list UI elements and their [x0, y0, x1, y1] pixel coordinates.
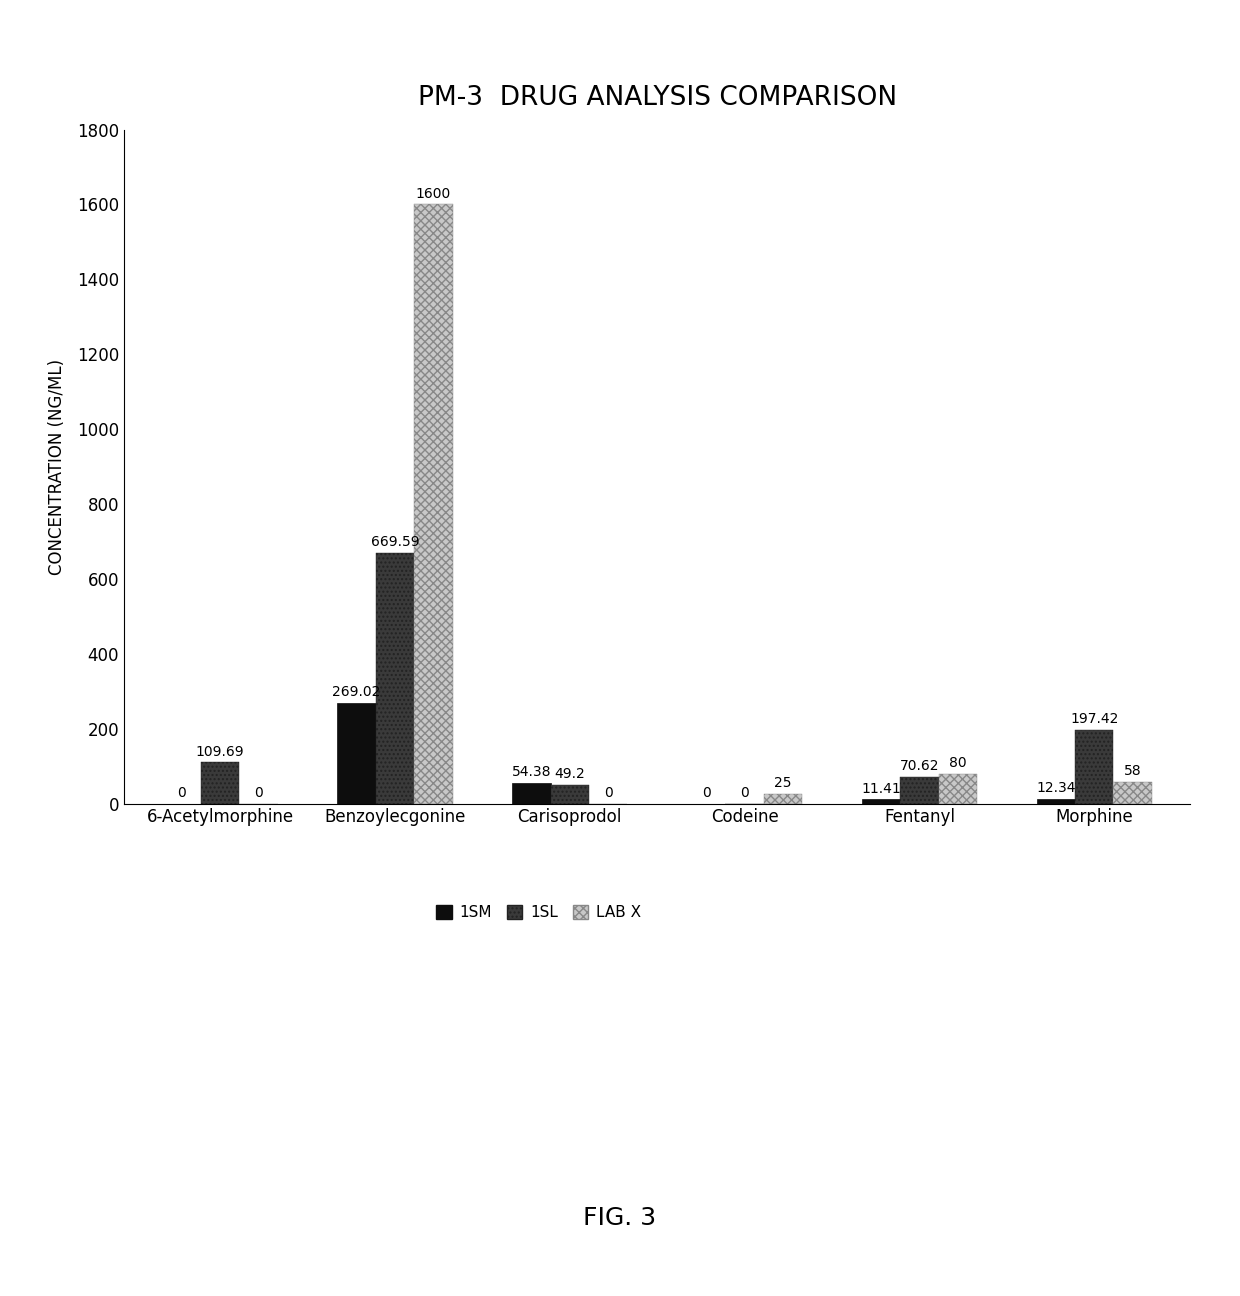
Text: 109.69: 109.69	[196, 745, 244, 758]
Text: 0: 0	[254, 785, 263, 800]
Bar	[939, 774, 977, 804]
Text: 11.41: 11.41	[861, 781, 900, 796]
Text: 669.59: 669.59	[371, 535, 419, 550]
Text: 25: 25	[774, 776, 792, 791]
Text: 58: 58	[1123, 765, 1142, 778]
Title: PM-3  DRUG ANALYSIS COMPARISON: PM-3 DRUG ANALYSIS COMPARISON	[418, 84, 897, 110]
Text: 1600: 1600	[415, 187, 451, 201]
Bar	[551, 785, 589, 804]
Text: 269.02: 269.02	[332, 686, 381, 699]
Text: 70.62: 70.62	[900, 759, 939, 774]
Text: 54.38: 54.38	[512, 766, 551, 779]
Bar	[512, 783, 551, 804]
Bar	[1037, 798, 1075, 804]
Bar	[337, 702, 376, 804]
Text: 0: 0	[740, 785, 749, 800]
Text: 0: 0	[702, 785, 711, 800]
Bar	[414, 205, 453, 804]
Bar	[764, 794, 802, 804]
Bar	[1114, 781, 1152, 804]
Text: 0: 0	[177, 785, 186, 800]
Bar	[900, 778, 939, 804]
Bar	[376, 553, 414, 804]
Text: 80: 80	[949, 756, 967, 770]
Bar	[201, 762, 239, 804]
Legend: 1SM, 1SL, LAB X: 1SM, 1SL, LAB X	[430, 898, 647, 927]
Text: 0: 0	[604, 785, 613, 800]
Y-axis label: CONCENTRATION (NG/ML): CONCENTRATION (NG/ML)	[48, 359, 66, 574]
Text: 12.34: 12.34	[1037, 781, 1075, 796]
Text: FIG. 3: FIG. 3	[584, 1207, 656, 1230]
Text: 49.2: 49.2	[554, 767, 585, 781]
Bar	[1075, 730, 1114, 804]
Text: 197.42: 197.42	[1070, 712, 1118, 726]
Bar	[862, 800, 900, 804]
